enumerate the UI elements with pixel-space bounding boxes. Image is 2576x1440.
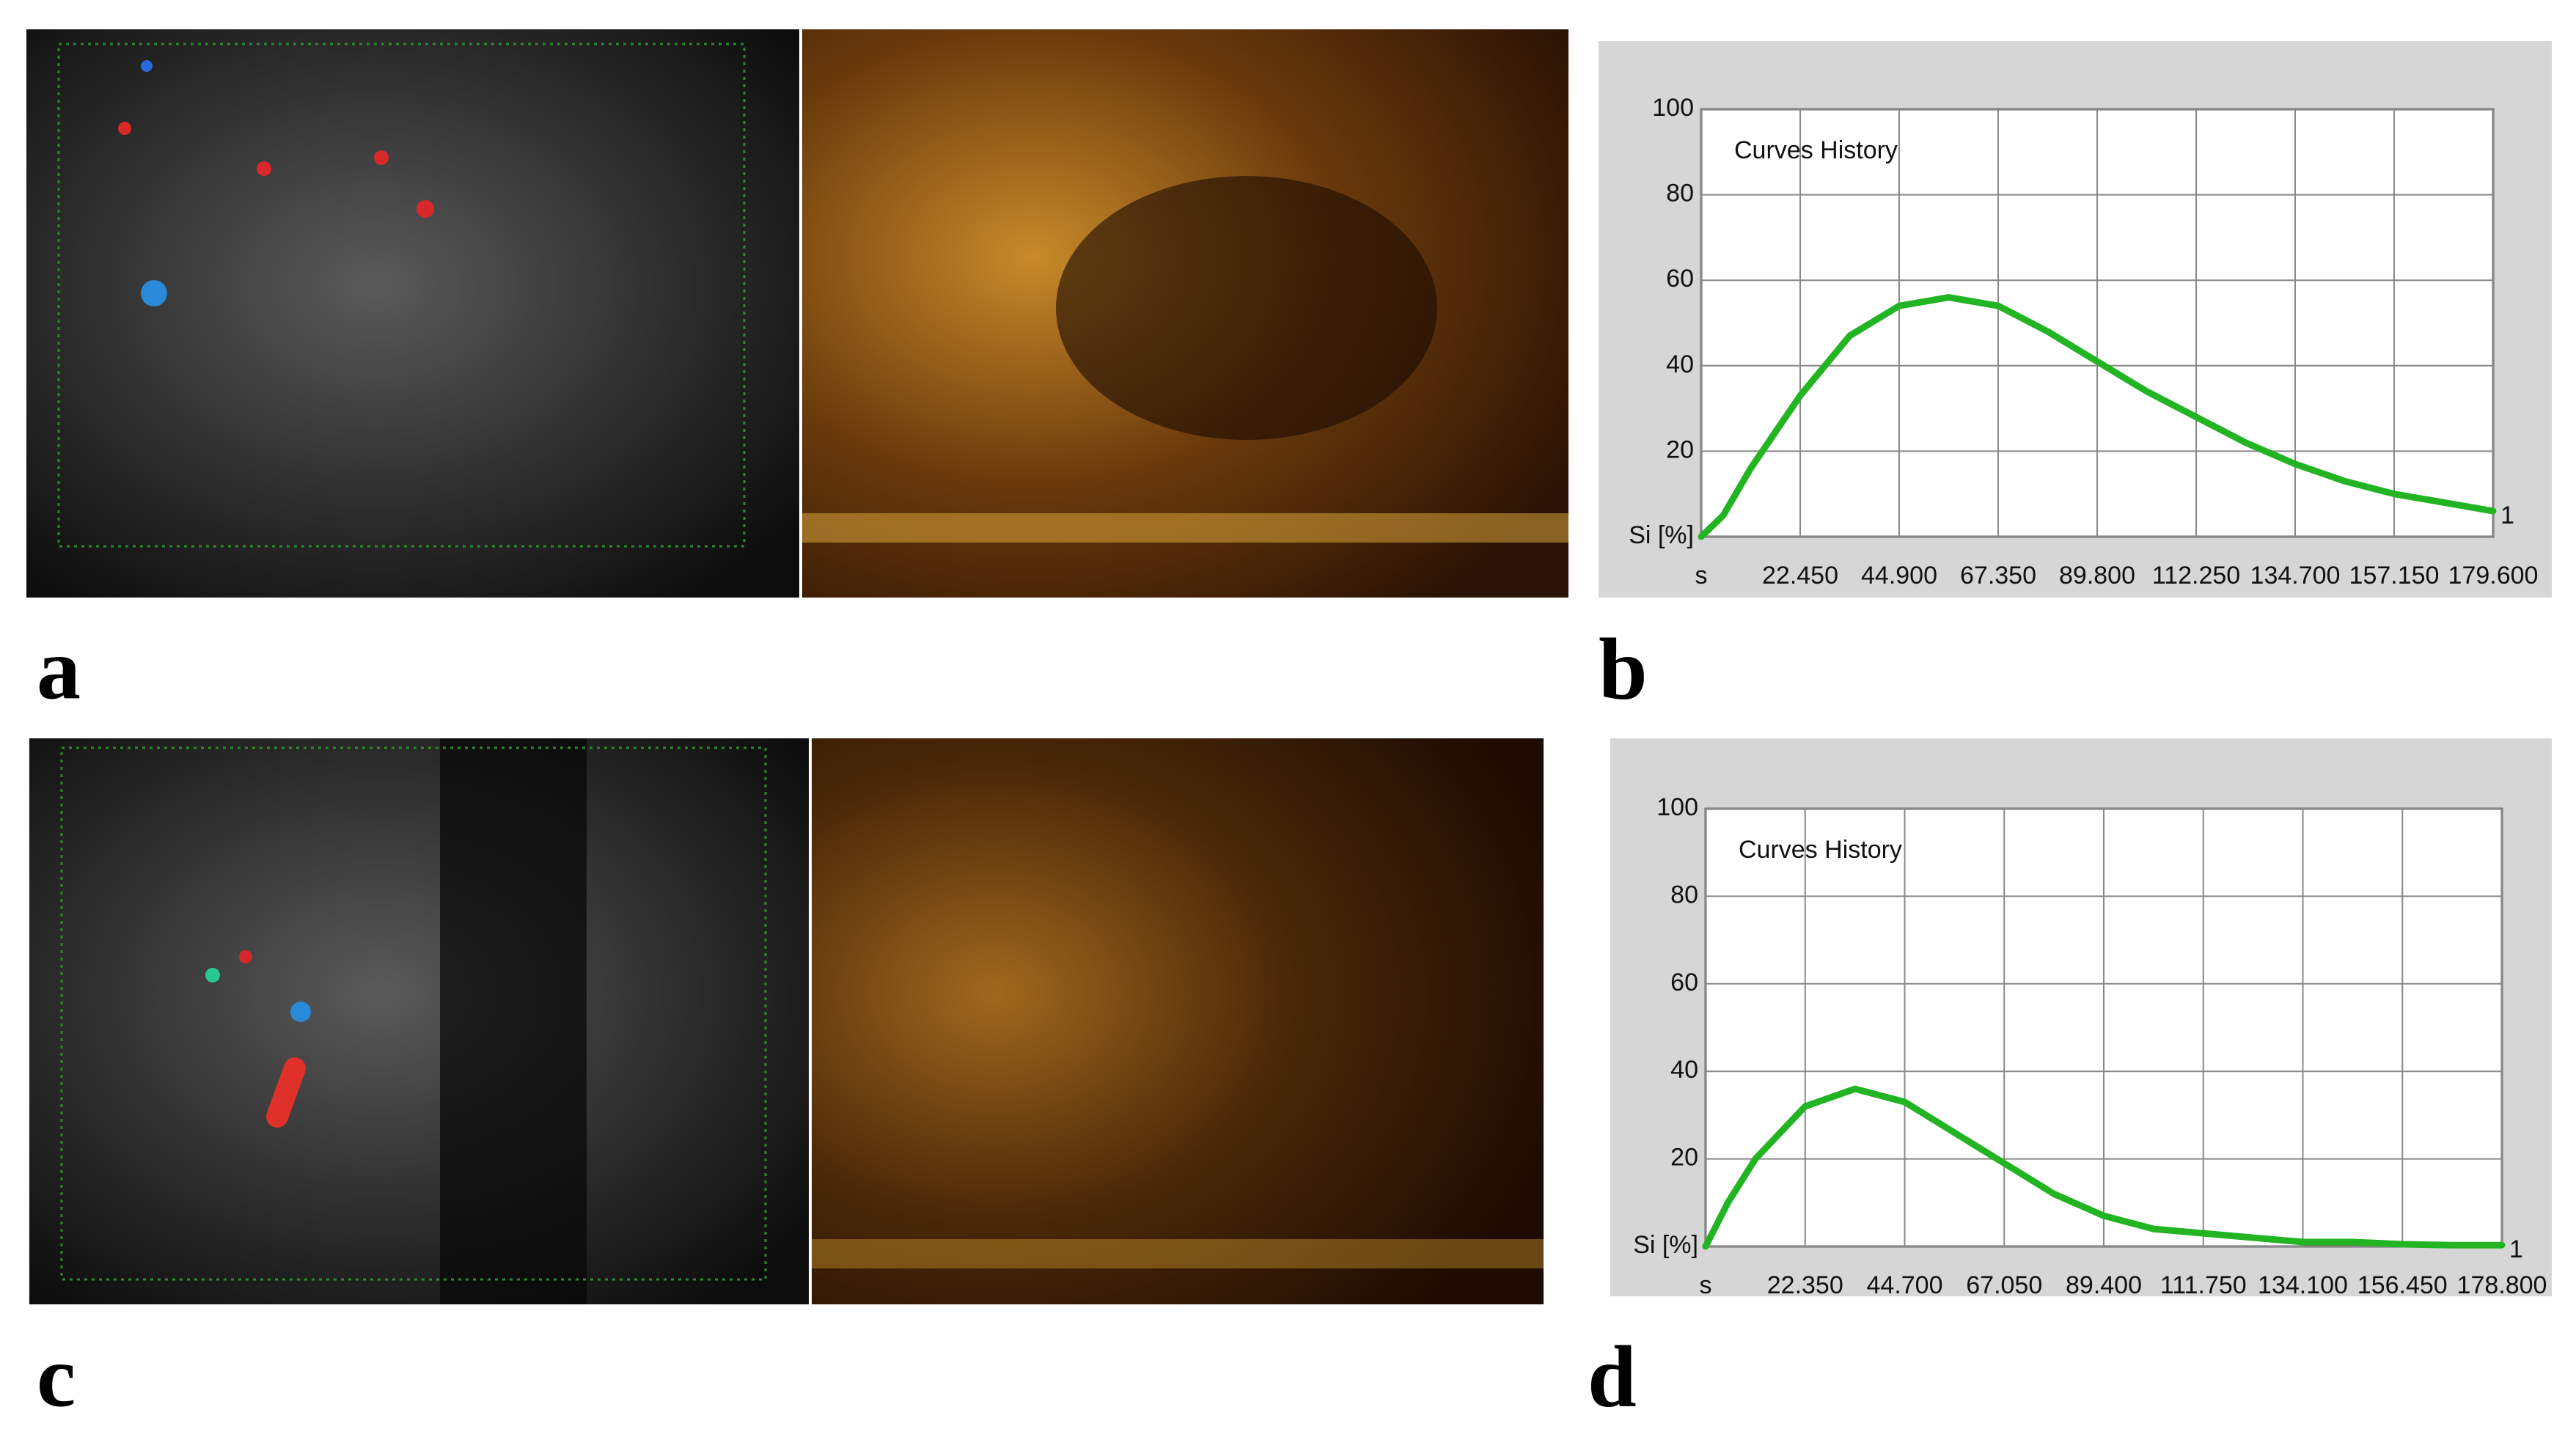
panel-label: a — [37, 620, 81, 718]
x-tick-label: s — [1695, 562, 1708, 589]
panel-label: c — [37, 1328, 76, 1425]
x-tick-label: 67.350 — [1960, 562, 2036, 589]
x-tick-label: 89.400 — [2066, 1271, 2142, 1299]
y-tick-label: 80 — [1670, 881, 1698, 908]
y-tick-label: 20 — [1670, 1144, 1698, 1172]
chart-title: Curves History — [1739, 836, 1902, 864]
x-tick-label: 112.250 — [2152, 562, 2240, 589]
x-tick-label: 67.050 — [1966, 1271, 2042, 1299]
ultrasound-a — [26, 29, 1568, 598]
y-tick-label: Si [%] — [1629, 521, 1694, 549]
data-line — [1698, 294, 2497, 540]
y-tick-label: Si [%] — [1633, 1231, 1698, 1259]
chart-title: Curves History — [1734, 136, 1898, 164]
y-tick-label: 100 — [1652, 94, 1694, 122]
series-label: 1 — [2509, 1235, 2523, 1263]
panel-label: b — [1599, 620, 1648, 718]
x-tick-label: 89.800 — [2059, 562, 2135, 589]
y-tick-label: 60 — [1666, 265, 1694, 293]
y-tick-label: 60 — [1670, 969, 1698, 996]
y-tick-label: 20 — [1666, 436, 1694, 463]
x-tick-label: 22.450 — [1762, 562, 1838, 589]
y-tick-label: 40 — [1670, 1056, 1698, 1084]
x-tick-label: 22.350 — [1767, 1271, 1843, 1299]
x-tick-label: s — [1700, 1271, 1712, 1299]
x-tick-label: 179.600 — [2448, 562, 2539, 589]
x-tick-label: 111.750 — [2160, 1271, 2247, 1299]
data-line — [1702, 1085, 2506, 1250]
x-tick-label: 44.900 — [1861, 562, 1937, 589]
x-tick-label: 44.700 — [1867, 1271, 1943, 1299]
y-tick-label: 40 — [1666, 350, 1694, 378]
x-tick-label: 134.700 — [2250, 562, 2341, 589]
panel-label: d — [1588, 1328, 1637, 1425]
y-tick-label: 80 — [1666, 180, 1694, 207]
ultrasound-c — [29, 738, 1544, 1304]
y-tick-label: 100 — [1656, 793, 1698, 821]
series-label: 1 — [2500, 502, 2514, 529]
x-tick-label: 178.800 — [2457, 1271, 2547, 1299]
x-tick-label: 157.150 — [2349, 562, 2440, 589]
x-tick-label: 156.450 — [2357, 1271, 2448, 1299]
x-tick-label: 134.100 — [2258, 1271, 2348, 1299]
